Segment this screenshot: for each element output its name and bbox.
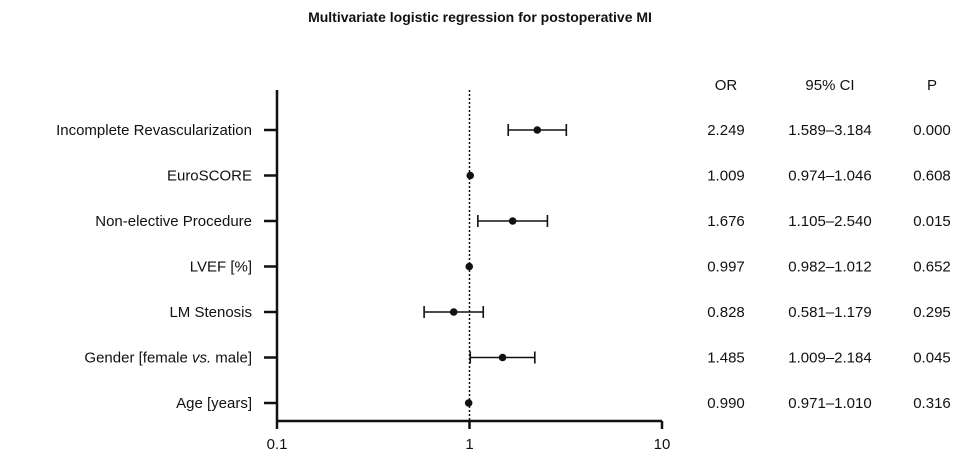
or-point <box>466 171 475 180</box>
forest-row: EuroSCORE 1.009 0.974–1.046 0.608 <box>167 168 951 185</box>
ci-value: 0.974–1.046 <box>788 168 871 185</box>
ci-value: 1.105–2.540 <box>788 213 871 230</box>
or-value: 2.249 <box>707 122 745 139</box>
or-value: 0.997 <box>707 259 745 276</box>
p-value: 0.316 <box>913 395 951 412</box>
p-value: 0.652 <box>913 259 951 276</box>
or-point <box>498 353 507 362</box>
forest-row: Age [years] 0.990 0.971–1.010 0.316 <box>176 395 951 412</box>
forest-row: LM Stenosis 0.828 0.581–1.179 0.295 <box>169 304 950 321</box>
x-tick-label: 0.1 <box>267 436 288 453</box>
ci-value: 1.589–3.184 <box>788 122 871 139</box>
plot-area: 0.1 1 10 <box>267 90 671 453</box>
x-tick-label: 1 <box>465 436 473 453</box>
forest-row: Non-elective Procedure 1.676 1.105–2.540 0.… <box>95 213 951 230</box>
forest-row: Gender [female vs. male] 1.485 1.009–2.184… <box>84 350 950 367</box>
or-point <box>449 308 458 316</box>
p-value: 0.000 <box>913 122 951 139</box>
x-tick-label: 10 <box>654 436 671 453</box>
or-value: 0.828 <box>707 304 745 321</box>
chart-title: Multivariate logistic regression for pos… <box>308 9 652 25</box>
row-label: EuroSCORE <box>167 168 252 185</box>
forest-row: LVEF [%] 0.997 0.982–1.012 0.652 <box>190 259 951 276</box>
or-value: 1.676 <box>707 213 745 230</box>
or-point <box>465 262 474 271</box>
ci-value: 0.971–1.010 <box>788 395 871 412</box>
row-label: Non-elective Procedure <box>95 213 252 230</box>
or-point <box>533 126 542 134</box>
or-value: 1.009 <box>707 168 745 185</box>
forest-rows: Incomplete Revascularization 2.249 1.589–3… <box>56 122 951 412</box>
or-point <box>464 399 473 407</box>
p-value: 0.015 <box>913 213 951 230</box>
or-value: 1.485 <box>707 350 745 367</box>
row-label: LVEF [%] <box>190 259 252 276</box>
or-value: 0.990 <box>707 395 745 412</box>
row-label: Incomplete Revascularization <box>56 122 252 139</box>
ci-value: 0.982–1.012 <box>788 259 871 276</box>
column-header-or: OR <box>715 77 738 94</box>
forest-row: Incomplete Revascularization 2.249 1.589–3… <box>56 122 951 139</box>
p-value: 0.608 <box>913 168 951 185</box>
p-value: 0.295 <box>913 304 951 321</box>
row-label: Gender [female vs. male] <box>84 350 252 367</box>
p-value: 0.045 <box>913 350 951 367</box>
column-header-ci: 95% CI <box>805 77 854 94</box>
row-label: Age [years] <box>176 395 252 412</box>
ci-value: 1.009–2.184 <box>788 350 871 367</box>
column-header-p: P <box>927 77 937 94</box>
row-label: LM Stenosis <box>169 304 252 321</box>
ci-value: 0.581–1.179 <box>788 304 871 321</box>
or-point <box>508 217 517 225</box>
